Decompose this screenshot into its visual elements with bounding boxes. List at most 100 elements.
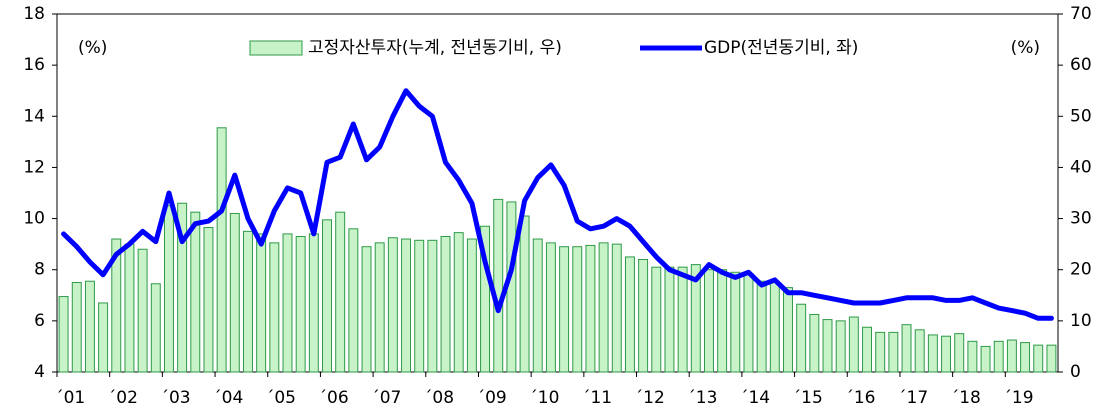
bar: [480, 225, 491, 373]
bar: [322, 219, 332, 373]
bar: [545, 242, 556, 373]
x-tick-label: ´01: [55, 388, 85, 408]
y2-tick-label: 40: [1070, 157, 1092, 177]
bar: [927, 334, 938, 373]
bar: [137, 248, 148, 373]
bar: [638, 258, 649, 373]
legend-swatch: [249, 40, 303, 56]
bar: [809, 313, 820, 373]
bar: [361, 246, 372, 373]
legend-label: 고정자산투자(누계, 전년동기비, 우): [308, 38, 562, 58]
bar: [1006, 339, 1017, 373]
bar: [611, 243, 622, 373]
x-tick-label: ´05: [266, 388, 296, 408]
bar: [348, 228, 359, 373]
bar: [572, 246, 583, 373]
bar: [717, 269, 728, 373]
bar: [111, 238, 122, 373]
y-tick-label: 4: [34, 362, 45, 382]
bar: [414, 239, 425, 373]
bar: [532, 238, 543, 373]
bar: [84, 280, 95, 373]
legend-label: GDP(전년동기비, 좌): [704, 38, 858, 58]
bar: [98, 302, 109, 373]
bar: [335, 211, 346, 373]
bar: [308, 233, 319, 373]
bar: [71, 282, 82, 373]
bar: [690, 264, 701, 373]
bar: [769, 282, 780, 373]
bar: [124, 243, 135, 373]
plot-frame: [56, 13, 1059, 373]
bar: [256, 233, 267, 373]
bar: [651, 266, 662, 373]
bar: [163, 205, 174, 373]
bar: [190, 211, 201, 373]
y2-tick-label: 10: [1070, 311, 1092, 331]
bar: [664, 266, 675, 373]
bar: [203, 227, 214, 373]
y-tick-label: 14: [23, 106, 45, 126]
bar: [229, 212, 240, 373]
bar: [150, 283, 161, 373]
x-tick-label: ´02: [108, 388, 138, 408]
x-tick-label: ´18: [951, 388, 981, 408]
bar: [585, 244, 596, 373]
x-tick-label: ´03: [160, 388, 190, 408]
y-axis-label: (%): [78, 38, 107, 58]
bar: [1033, 344, 1044, 373]
bar: [466, 238, 477, 373]
bar: [295, 235, 306, 373]
x-tick-label: ´14: [740, 388, 770, 408]
bar: [888, 331, 899, 373]
bar: [177, 202, 188, 373]
bar: [914, 329, 925, 373]
x-tick-label: ´07: [371, 388, 401, 408]
x-tick-label: ´13: [687, 388, 717, 408]
y-tick-label: 8: [34, 260, 45, 280]
bar: [427, 239, 438, 373]
bar: [624, 256, 635, 373]
x-tick-label: ´09: [477, 388, 507, 408]
bar: [282, 233, 293, 373]
bar: [954, 333, 965, 373]
x-tick-label: ´17: [898, 388, 928, 408]
bar: [848, 316, 859, 373]
y-tick-label: 12: [23, 157, 45, 177]
bar: [453, 232, 464, 373]
bar: [1020, 342, 1031, 373]
bar: [559, 246, 570, 373]
bar: [703, 269, 714, 373]
y2-tick-label: 0: [1070, 362, 1081, 382]
line: [61, 88, 1054, 321]
bar: [387, 237, 398, 373]
y2-tick-label: 70: [1070, 4, 1092, 24]
y2-tick-label: 20: [1070, 260, 1092, 280]
bar: [756, 280, 767, 373]
x-tick-label: ´15: [793, 388, 823, 408]
x-tick-label: ´19: [1003, 388, 1033, 408]
y-tick-label: 6: [34, 311, 45, 331]
bar: [875, 331, 886, 373]
bar: [822, 319, 833, 373]
x-tick-label: ´04: [213, 388, 243, 408]
bar: [835, 320, 846, 373]
x-tick-label: ´08: [424, 388, 454, 408]
x-tick-label: ´16: [845, 388, 875, 408]
bar: [1046, 344, 1057, 373]
bar: [519, 215, 530, 373]
bar: [598, 242, 609, 373]
bar: [58, 296, 69, 373]
x-tick-label: ´11: [582, 388, 612, 408]
x-tick-label: ´06: [319, 388, 349, 408]
y-tick-label: 18: [23, 4, 45, 24]
bar: [269, 242, 280, 373]
bar: [993, 340, 1004, 373]
y-tick-label: 10: [23, 209, 45, 229]
bar: [374, 242, 385, 373]
y2-axis-label: (%): [1011, 38, 1040, 58]
bar: [941, 335, 952, 373]
bar: [783, 287, 793, 373]
